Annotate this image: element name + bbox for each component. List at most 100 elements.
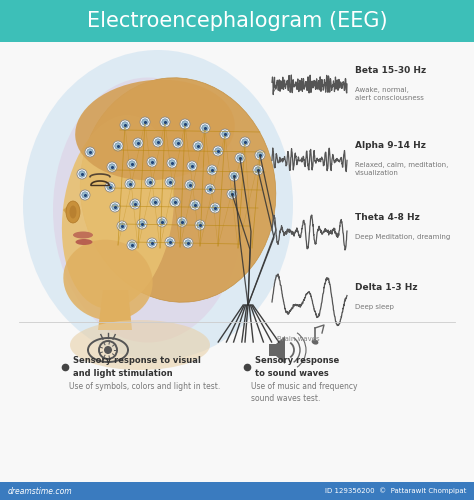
Circle shape	[77, 169, 87, 179]
Ellipse shape	[53, 78, 243, 342]
Circle shape	[137, 219, 147, 229]
Circle shape	[185, 240, 191, 246]
Circle shape	[145, 177, 155, 187]
Circle shape	[152, 199, 158, 205]
Ellipse shape	[73, 232, 93, 238]
Circle shape	[115, 143, 121, 149]
Circle shape	[167, 179, 173, 185]
Circle shape	[139, 221, 145, 227]
Circle shape	[142, 119, 148, 125]
Circle shape	[82, 192, 88, 198]
Circle shape	[127, 240, 137, 250]
Circle shape	[133, 138, 143, 148]
Circle shape	[167, 239, 173, 245]
Text: Sensory response
to sound waves: Sensory response to sound waves	[255, 356, 339, 378]
Circle shape	[155, 139, 161, 145]
Text: Theta 4-8 Hz: Theta 4-8 Hz	[355, 213, 420, 222]
Text: Relaxed, calm, meditation,
visualization: Relaxed, calm, meditation, visualization	[355, 162, 448, 176]
Circle shape	[109, 164, 115, 170]
Text: Sensory response to visual
and light stimulation: Sensory response to visual and light sti…	[73, 356, 201, 378]
Ellipse shape	[66, 201, 80, 223]
Circle shape	[157, 217, 167, 227]
Circle shape	[190, 200, 200, 210]
Text: Delta 1-3 Hz: Delta 1-3 Hz	[355, 283, 418, 292]
Circle shape	[159, 219, 165, 225]
Circle shape	[235, 153, 245, 163]
Circle shape	[185, 180, 195, 190]
Text: Brain waves: Brain waves	[277, 336, 319, 342]
Circle shape	[129, 161, 135, 167]
Circle shape	[255, 167, 261, 173]
Text: Electroencephalogram (EEG): Electroencephalogram (EEG)	[87, 11, 387, 31]
Circle shape	[79, 171, 85, 177]
Circle shape	[189, 163, 195, 169]
Circle shape	[87, 149, 93, 155]
Circle shape	[242, 139, 248, 145]
Ellipse shape	[70, 320, 210, 370]
Circle shape	[120, 120, 130, 130]
Text: Deep sleep: Deep sleep	[355, 304, 394, 310]
Circle shape	[105, 182, 115, 192]
Circle shape	[165, 177, 175, 187]
Ellipse shape	[80, 78, 276, 302]
Circle shape	[127, 159, 137, 169]
Circle shape	[193, 141, 203, 151]
Circle shape	[237, 155, 243, 161]
Circle shape	[147, 179, 153, 185]
Circle shape	[119, 223, 125, 229]
Circle shape	[129, 242, 135, 248]
Text: dreamstime.com: dreamstime.com	[8, 486, 73, 496]
Circle shape	[177, 217, 187, 227]
Text: Use of symbols, colors and light in test.: Use of symbols, colors and light in test…	[69, 382, 220, 391]
Circle shape	[187, 161, 197, 171]
Circle shape	[229, 171, 239, 181]
Circle shape	[167, 158, 177, 168]
Circle shape	[165, 237, 175, 247]
Circle shape	[213, 146, 223, 156]
Circle shape	[170, 197, 180, 207]
Circle shape	[147, 157, 157, 167]
Circle shape	[229, 191, 235, 197]
Ellipse shape	[75, 80, 235, 180]
Circle shape	[110, 202, 120, 212]
Ellipse shape	[23, 50, 293, 360]
Circle shape	[169, 160, 175, 166]
Text: Awake, normal,
alert consciousness: Awake, normal, alert consciousness	[355, 87, 424, 101]
Polygon shape	[269, 336, 285, 364]
Circle shape	[210, 203, 220, 213]
Circle shape	[150, 197, 160, 207]
Circle shape	[200, 123, 210, 133]
Circle shape	[222, 131, 228, 137]
Circle shape	[212, 205, 218, 211]
Circle shape	[162, 119, 168, 125]
Circle shape	[180, 119, 190, 129]
Circle shape	[85, 147, 95, 157]
Circle shape	[104, 346, 112, 354]
Circle shape	[192, 202, 198, 208]
Ellipse shape	[75, 239, 92, 245]
Circle shape	[127, 181, 133, 187]
Circle shape	[195, 220, 205, 230]
Circle shape	[160, 117, 170, 127]
Circle shape	[149, 159, 155, 165]
Circle shape	[205, 184, 215, 194]
Ellipse shape	[62, 115, 174, 309]
Text: Alpha 9-14 Hz: Alpha 9-14 Hz	[355, 141, 426, 150]
Circle shape	[255, 150, 265, 160]
Circle shape	[207, 186, 213, 192]
Circle shape	[80, 190, 90, 200]
Circle shape	[179, 219, 185, 225]
Circle shape	[195, 143, 201, 149]
Circle shape	[107, 162, 117, 172]
Ellipse shape	[70, 206, 76, 218]
Circle shape	[240, 137, 250, 147]
Ellipse shape	[311, 340, 319, 344]
Polygon shape	[98, 290, 132, 330]
Circle shape	[112, 204, 118, 210]
Circle shape	[130, 199, 140, 209]
FancyBboxPatch shape	[0, 0, 474, 42]
Circle shape	[172, 199, 178, 205]
Circle shape	[257, 152, 263, 158]
Circle shape	[231, 173, 237, 179]
Circle shape	[183, 238, 193, 248]
